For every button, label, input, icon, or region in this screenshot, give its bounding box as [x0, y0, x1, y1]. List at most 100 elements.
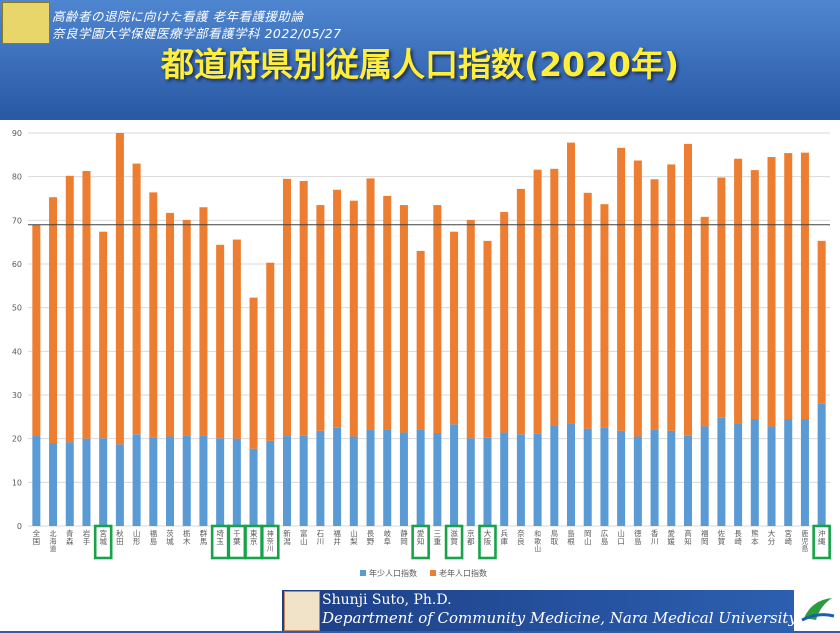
x-tick-label-char: 野: [367, 537, 375, 546]
x-tick-label-char: 秋: [116, 528, 124, 538]
x-tick-label-char: 分: [768, 537, 776, 546]
x-tick-label-char: 和: [534, 529, 541, 538]
x-tick-label-char: 児: [802, 536, 809, 545]
x-tick-label-char: 神: [267, 529, 274, 538]
x-tick-label-char: 千: [233, 528, 241, 538]
x-tick-label-char: 重: [434, 537, 442, 546]
author-department: Department of Community Medicine, Nara M…: [322, 609, 797, 627]
bar-young-栃木: [182, 435, 191, 526]
bar-young-香川: [650, 429, 659, 526]
bar-young-沖縄: [817, 403, 826, 526]
bar-young-岩手: [82, 438, 91, 526]
x-tick-label-char: 新: [283, 528, 291, 538]
bar-elderly-和歌山: [533, 169, 542, 434]
y-tick-label: 10: [12, 478, 22, 487]
bar-young-山形: [132, 434, 141, 526]
y-tick-label: 60: [12, 260, 22, 269]
x-tick-label-char: 庫: [500, 536, 508, 546]
x-tick-label-char: 奈: [267, 536, 274, 545]
x-tick-label-char: 手: [83, 536, 91, 546]
x-tick-label-char: 城: [166, 537, 174, 546]
bar-young-奈良: [516, 434, 525, 526]
x-tick-label-char: 島: [567, 528, 575, 538]
bar-young-福島: [149, 437, 158, 526]
bar-elderly-宮城: [99, 231, 108, 439]
x-tick-label-char: 山: [300, 536, 308, 546]
x-tick-label-char: 東: [250, 528, 258, 538]
chart-area: 0 10 20 30 40 50 60 70 80 90 全国北海道青森岩手宮城秋田山形福島茨城栃木…: [0, 120, 840, 588]
x-tick-label-char: 海: [50, 536, 57, 545]
bar-elderly-山口: [617, 147, 626, 431]
bar-young-神奈川: [266, 440, 275, 526]
x-tick-label-char: 森: [66, 536, 74, 546]
bar-elderly-北海道: [49, 197, 58, 444]
bar-elderly-埼玉: [216, 244, 225, 439]
bar-young-全国: [32, 436, 41, 526]
y-tick-label: 90: [12, 129, 22, 138]
x-tick-label-char: 田: [116, 537, 124, 546]
legend-swatch: [360, 570, 366, 576]
x-tick-label-char: 媛: [668, 536, 676, 546]
bar-elderly-鳥取: [550, 168, 559, 426]
x-tick-label-char: 根: [567, 536, 575, 546]
x-tick-label-char: 全: [33, 528, 41, 538]
x-tick-label-char: 潟: [283, 536, 291, 546]
bar-elderly-広島: [600, 204, 609, 428]
x-tick-label-char: 福: [150, 529, 158, 538]
bar-young-鹿児島: [800, 419, 809, 526]
x-tick-label-char: 宮: [99, 528, 107, 538]
x-tick-label-char: 山: [133, 528, 141, 538]
x-tick-label-char: 山: [534, 544, 541, 553]
bar-elderly-長崎: [734, 158, 743, 424]
x-tick-label-char: 佐: [718, 528, 726, 538]
x-tick-label-char: 崎: [784, 536, 792, 546]
x-tick-label-char: 知: [684, 536, 692, 546]
slide-title: 都道府県別従属人口指数(2020年): [160, 45, 679, 84]
bar-elderly-徳島: [633, 160, 642, 437]
university-logo: [2, 2, 50, 44]
x-tick-label-char: 本: [751, 536, 759, 546]
bar-young-福岡: [700, 426, 709, 526]
x-tick-label-char: 岩: [83, 528, 91, 538]
x-tick-label-char: 高: [684, 528, 692, 538]
x-tick-label-char: 川: [651, 537, 659, 546]
bar-elderly-茨城: [166, 212, 175, 437]
bar-young-和歌山: [533, 433, 542, 526]
bar-elderly-青森: [65, 175, 74, 443]
x-tick-label-char: 岐: [383, 528, 391, 538]
bar-elderly-島根: [567, 142, 576, 424]
x-tick-label-char: 賀: [450, 536, 458, 546]
bar-elderly-千葉: [232, 239, 241, 439]
y-tick-label: 40: [12, 347, 22, 356]
bar-young-新潟: [282, 436, 291, 526]
x-tick-label-char: 青: [66, 528, 74, 538]
bar-elderly-滋賀: [450, 231, 459, 425]
y-tick-label: 50: [12, 304, 22, 313]
bar-elderly-長野: [366, 178, 375, 430]
bar-elderly-三重: [433, 205, 442, 433]
bar-young-福井: [333, 427, 342, 526]
x-tick-label-char: 奈: [517, 528, 525, 538]
x-tick-label-char: 山: [350, 528, 358, 538]
x-tick-label-char: 縄: [818, 537, 826, 546]
nara-seal-icon: [284, 591, 320, 631]
x-tick-label-char: 岡: [701, 537, 709, 546]
bar-young-北海道: [49, 443, 58, 526]
x-tick-label-char: 梨: [350, 537, 358, 546]
x-tick-label-char: 葉: [233, 536, 241, 546]
bar-elderly-富山: [299, 181, 308, 436]
x-tick-label-char: 島: [601, 536, 609, 546]
x-tick-label-char: 福: [701, 529, 709, 538]
bar-young-岡山: [583, 428, 592, 526]
bar-elderly-石川: [316, 205, 325, 431]
x-tick-label-char: 形: [133, 537, 141, 546]
bar-elderly-新潟: [282, 178, 291, 437]
legend-label: 年少人口指数: [369, 568, 417, 578]
x-tick-label-char: 崎: [734, 536, 742, 546]
x-tick-label-char: 口: [617, 537, 625, 546]
bar-elderly-神奈川: [266, 262, 275, 441]
x-tick-label-char: 玉: [216, 537, 224, 546]
x-tick-label-char: 三: [434, 529, 442, 538]
bar-elderly-兵庫: [500, 212, 509, 433]
highlight-box-滋賀: [444, 524, 464, 560]
